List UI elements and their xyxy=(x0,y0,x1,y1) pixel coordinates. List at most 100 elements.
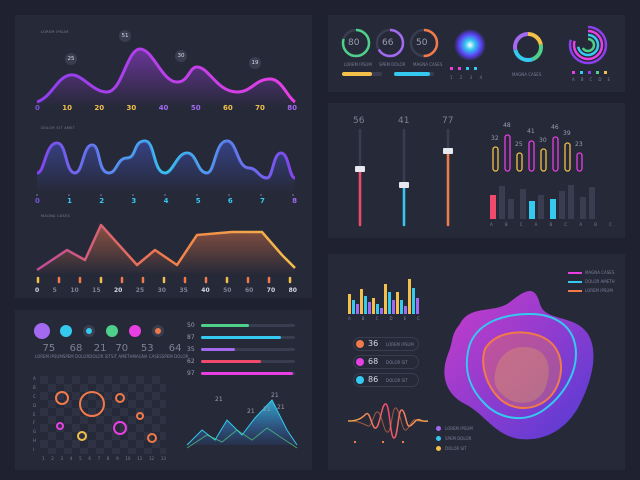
ring-value: 80 xyxy=(348,38,360,48)
metric-values: 75 LOREM IPSUM 68 SPEM DOLOR 21 DOLOR SIT 7… xyxy=(35,343,188,359)
ring-label: SPEM DOLOR xyxy=(379,62,406,67)
chart3-axis: 0 5 10 15 20 25 30 35 40 50 60 70 80 xyxy=(35,287,297,294)
metric-label: SPEM DOLOR xyxy=(161,354,189,359)
metric-value: 70 xyxy=(115,343,129,354)
metric-value: 68 xyxy=(69,343,83,354)
peak-bubble: 19 xyxy=(249,57,261,69)
glow-orb xyxy=(454,29,486,61)
axis-tick: 7 xyxy=(97,456,101,461)
multi-ring-axis: A B C D E xyxy=(572,77,610,82)
axis-tick: 13 xyxy=(160,456,166,461)
axis-tick: 0 xyxy=(35,197,40,205)
axis-tick: 15 xyxy=(92,287,101,294)
hbar-value: 62 xyxy=(187,358,195,365)
axis-tick: 5 xyxy=(52,287,57,294)
axis-tick: 7 xyxy=(259,197,265,205)
bubble-grid xyxy=(40,376,166,454)
axis-tick: 0 xyxy=(35,287,40,294)
axis-tick: 35 xyxy=(179,287,188,294)
legend-item: SPEM DOLOR xyxy=(436,436,473,441)
dot-matrix xyxy=(450,67,477,70)
pill-item[interactable]: 86 DOLOR SIT xyxy=(353,373,419,387)
sliders[interactable] xyxy=(348,128,478,235)
multi-ring xyxy=(568,25,608,65)
metric-label: SIT AMETH xyxy=(110,354,133,359)
hbar-value: 97 xyxy=(187,370,195,377)
peak-label: 21 xyxy=(271,392,279,399)
axis-tick: 10 xyxy=(70,287,79,294)
peak-label: 21 xyxy=(277,404,285,411)
bar-label: 48 xyxy=(503,122,511,129)
peak-bubble: 25 xyxy=(65,53,77,65)
axis-tick: 1 xyxy=(450,75,453,80)
axis-tick: 20 xyxy=(94,104,105,112)
metric-value: 53 xyxy=(140,343,154,354)
multi-ring-legend xyxy=(572,71,607,74)
pill-dot xyxy=(356,340,364,348)
pill-dot xyxy=(356,358,364,366)
legend-swatch xyxy=(568,289,582,292)
metric-item: 53 MAGNA CASES xyxy=(133,343,162,359)
axis-tick: 80 xyxy=(287,104,297,112)
ring-charts xyxy=(341,28,439,58)
axis-tick: C xyxy=(589,77,593,82)
axis-tick: 50 xyxy=(223,287,232,294)
legend-item: LOREM IPSUM xyxy=(436,426,473,431)
axis-tick: 40 xyxy=(158,104,169,112)
axis-tick: 0 xyxy=(35,104,40,112)
pill-label: LOREM IPSUM xyxy=(386,342,414,347)
axis-tick: 30 xyxy=(157,287,166,294)
progress-bars xyxy=(342,72,434,76)
axis-tick: 12 xyxy=(149,456,155,461)
chart2-label: DOLOR SIT AMET xyxy=(41,126,76,130)
axis-tick: E xyxy=(33,411,36,417)
axis-tick: A xyxy=(490,222,493,227)
panel-metrics: 75 LOREM IPSUM 68 SPEM DOLOR 21 DOLOR SIT 7… xyxy=(15,310,312,470)
axis-tick: 6 xyxy=(88,456,91,461)
axis-tick: 2 xyxy=(99,197,105,205)
legend-swatch xyxy=(568,271,582,274)
ring-label: LOREM IPSUM xyxy=(344,62,372,67)
equalizer xyxy=(348,279,419,314)
chart2-axis: 0 1 2 3 4 5 6 7 8 xyxy=(35,197,297,205)
peak-bubble: 51 xyxy=(119,30,131,42)
axis-tick: 1 xyxy=(67,197,73,205)
bars-axis: A B C A B C A B C xyxy=(490,222,612,227)
pill-dot xyxy=(356,376,364,384)
slider-value: 41 xyxy=(398,116,410,126)
dots-axis: 1 2 3 4 xyxy=(450,75,482,80)
horizontal-bars xyxy=(201,324,295,375)
panel-sliders-bars: 56 41 77 32 48 25 41 30 46 39 23 xyxy=(328,103,625,238)
axis-tick: 25 xyxy=(135,287,145,294)
axis-tick: F xyxy=(33,420,36,426)
axis-tick: 50 xyxy=(190,104,201,112)
pill-item[interactable]: 36 LOREM IPSUM xyxy=(353,337,419,351)
panel-blobs: A B C D E C 36 LOREM IPSUM 68 DOLOR SIT … xyxy=(328,254,625,470)
metric-item: 68 SPEM DOLOR xyxy=(63,343,89,359)
axis-tick: 8 xyxy=(106,456,110,461)
legend-dot xyxy=(436,436,441,441)
axis-tick: H xyxy=(33,438,37,444)
metric-item: 75 LOREM IPSUM xyxy=(35,343,63,359)
metric-label: MAGNA CASES xyxy=(132,354,162,359)
grid-x-axis: 1 2 3 4 5 6 7 8 9 10 11 12 13 xyxy=(42,456,166,461)
legend-swatch xyxy=(568,280,582,283)
axis-tick: 5 xyxy=(195,197,201,205)
axis-tick: 60 xyxy=(222,104,233,112)
axis-tick: B xyxy=(33,384,36,390)
chart1-axis: 0 10 20 30 40 50 60 70 80 xyxy=(35,104,297,112)
ring-value: 66 xyxy=(382,38,394,48)
legend-label: DOLOR AMETH xyxy=(585,279,615,284)
blob-chart xyxy=(444,290,594,440)
legend-label: LOREM IPSUM xyxy=(585,288,613,293)
legend-item: MAGNA CASES xyxy=(568,270,615,275)
pill-item[interactable]: 68 DOLOR SIT xyxy=(353,355,419,369)
bar-label: 46 xyxy=(551,124,559,131)
legend-label: SPEM DOLOR xyxy=(445,436,472,441)
equalizer-axis: A B C D E C xyxy=(348,316,420,321)
axis-tick: B xyxy=(594,222,597,227)
axis-tick: 2 xyxy=(459,75,463,80)
panel-rings: 80 66 50 LOREM IPSUM SPEM DOLOR MAGNA CA… xyxy=(328,15,625,92)
segmented-donut xyxy=(513,32,543,62)
pill-value: 68 xyxy=(368,357,379,366)
